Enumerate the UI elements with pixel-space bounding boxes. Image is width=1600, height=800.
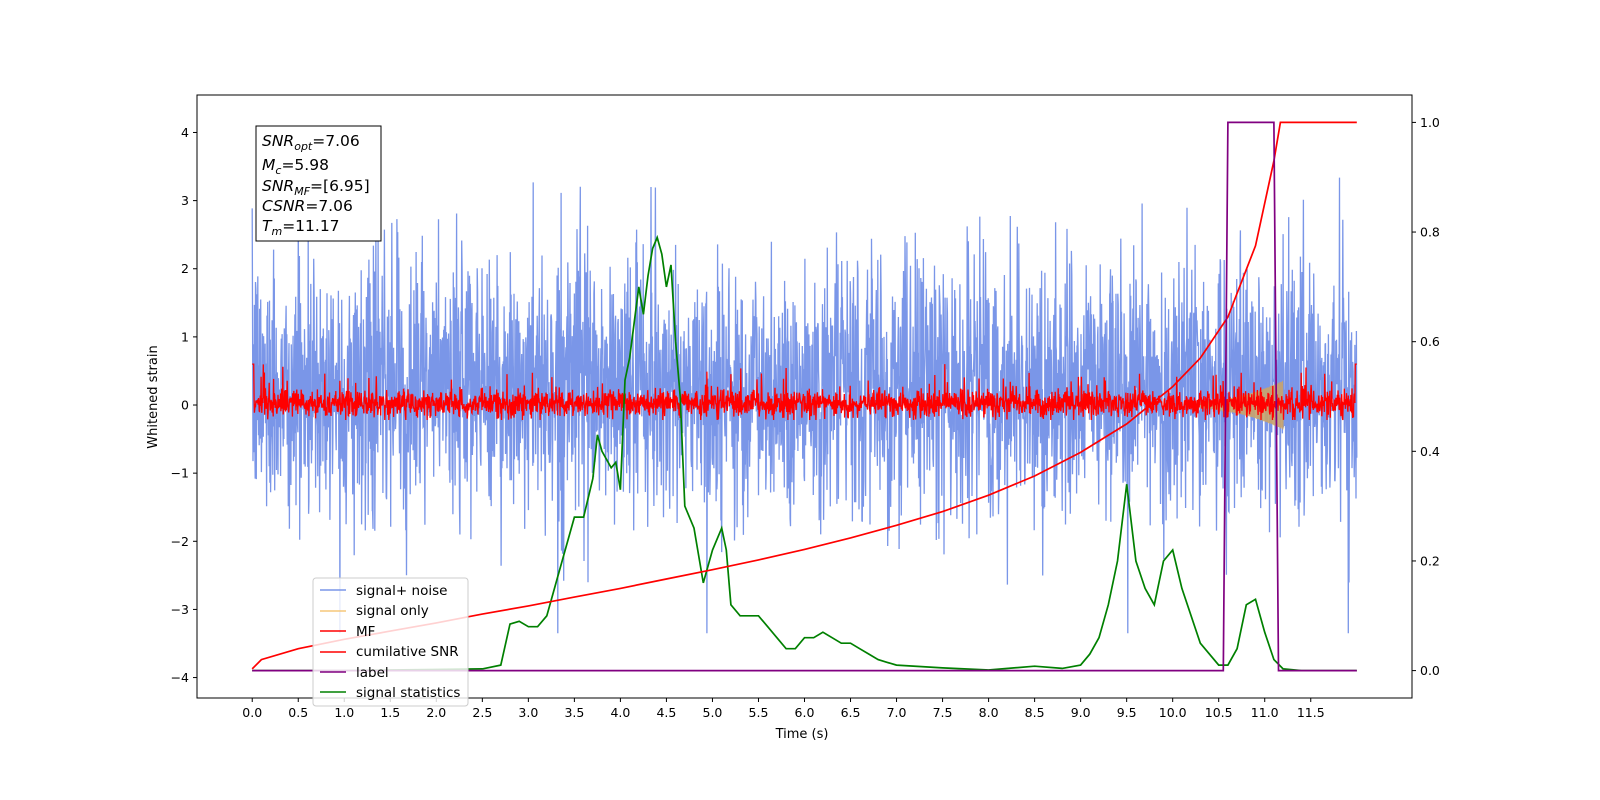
x-axis-label: Time (s) (775, 727, 829, 742)
x-tick-label: 4.5 (656, 705, 676, 720)
y-left-tick-label: 0 (181, 398, 189, 413)
x-tick-label: 11.0 (1251, 705, 1279, 720)
x-tick-label: 8.5 (1025, 705, 1045, 720)
y-left-tick-label: −1 (171, 466, 189, 481)
x-tick-label: 0.5 (288, 705, 308, 720)
y-left-tick-label: 1 (181, 329, 189, 344)
y-axis-label: Whitened strain (146, 345, 161, 448)
x-tick-label: 7.0 (887, 705, 907, 720)
annotation-frame (255, 125, 382, 242)
anno-mc: Mc=5.98 (262, 156, 329, 177)
y-left-tick-label: 4 (181, 125, 189, 140)
legend-label-signal-noise: signal+ noise (356, 583, 447, 599)
anno-snr-opt: SNRopt=7.06 (262, 132, 360, 153)
x-tick-label: 0.0 (242, 705, 262, 720)
series-signal-statistics-line (252, 234, 1357, 672)
legend-frame (312, 577, 469, 707)
x-tick-label: 2.0 (426, 705, 446, 720)
legend-label-cumulative-snr: cumilative SNR (356, 644, 459, 660)
y-right-tick-label: 1.0 (1420, 115, 1440, 130)
x-tick-label: 10.5 (1205, 705, 1233, 720)
x-tick-label: 1.5 (380, 705, 400, 720)
anno-csnr: CSNR=7.06 (262, 197, 353, 215)
anno-snr-mf: SNRMF=[6.95] (262, 177, 370, 198)
series-signal-noise-line (251, 177, 1358, 634)
series-label-line (252, 121, 1357, 672)
y-right-tick-label: 0.2 (1420, 553, 1440, 568)
x-tick-label: 3.0 (518, 705, 538, 720)
y-left-tick-label: 3 (181, 193, 189, 208)
x-tick-label: 3.5 (564, 705, 584, 720)
legend-label-signal-statistics: signal statistics (356, 685, 460, 701)
annotation-box: SNRopt=7.06 Mc=5.98 SNRMF=[6.95] CSNR=7.… (255, 125, 382, 242)
legend-label-signal-only: signal only (356, 603, 429, 619)
x-tick-label: 8.0 (979, 705, 999, 720)
legend: signal+ noise signal only MF cumilative … (312, 577, 469, 707)
y-left-tick-label: −3 (171, 602, 189, 617)
y-left-tick-label: 2 (181, 261, 189, 276)
x-tick-label: 5.5 (749, 705, 769, 720)
x-tick-label: 9.5 (1117, 705, 1137, 720)
x-tick-label: 10.0 (1159, 705, 1187, 720)
x-tick-label: 1.0 (334, 705, 354, 720)
x-tick-label: 6.0 (795, 705, 815, 720)
y-left-tick-label: −4 (171, 670, 189, 685)
x-tick-label: 7.5 (933, 705, 953, 720)
legend-label-mf: MF (356, 624, 375, 640)
x-tick-label: 4.0 (610, 705, 630, 720)
x-tick-label: 2.5 (472, 705, 492, 720)
x-tick-label: 9.0 (1071, 705, 1091, 720)
x-tick-label: 6.5 (841, 705, 861, 720)
y-left-tick-label: −2 (171, 534, 189, 549)
anno-tm: Tm=11.17 (262, 217, 340, 238)
y-right-tick-label: 0.0 (1420, 663, 1440, 678)
x-tick-label: 5.0 (703, 705, 723, 720)
y-right-tick-label: 0.6 (1420, 334, 1440, 349)
x-tick-label: 11.5 (1297, 705, 1325, 720)
y-right-tick-label: 0.4 (1420, 444, 1440, 459)
series-mf-line (252, 363, 1357, 421)
legend-label-label: label (356, 665, 389, 681)
plot-area (251, 121, 1358, 672)
axis-ticks: 0.0 0.5 1.0 1.5 2.0 2.5 3.0 3.5 4.0 4.5 5.0 5.5 6.0 6… (171, 115, 1440, 720)
y-right-tick-label: 0.8 (1420, 225, 1440, 240)
